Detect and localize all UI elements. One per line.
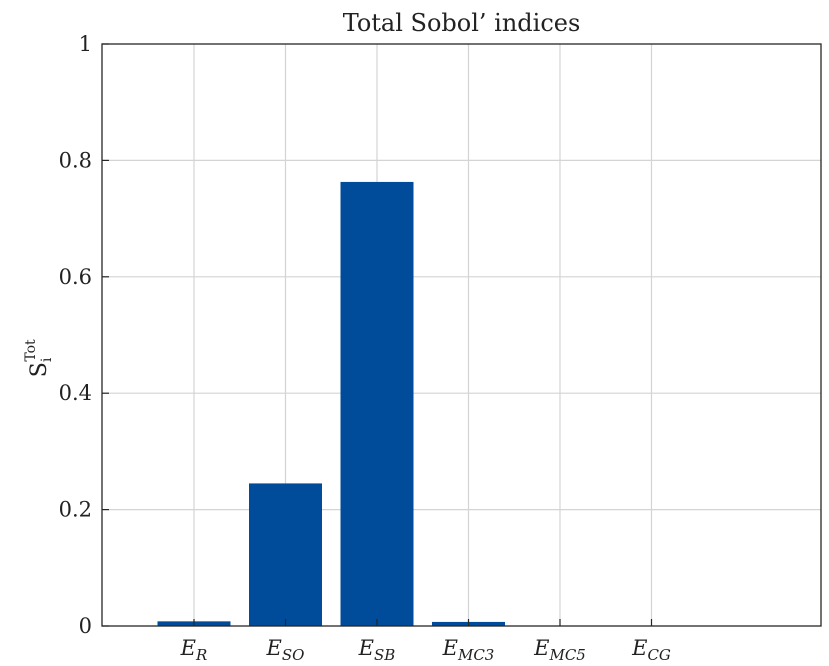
y-tick-label: 0.4: [59, 381, 92, 405]
bars-layer: [157, 181, 505, 626]
x-tick-label: EMC3: [442, 636, 495, 664]
plot-area-frame: [101, 43, 822, 627]
y-axis-label-superscript: Tot: [23, 339, 39, 362]
bar-E-SO: [249, 483, 322, 626]
x-tick-label: ESO: [266, 636, 305, 664]
y-tick-label: 0.8: [59, 148, 92, 172]
x-axis-category-labels: ER ESO ESB EMC3 EMC5 ECG: [180, 636, 671, 664]
y-axis-label-subscript: i: [39, 357, 55, 362]
chart-title: Total Sobol’ indices: [343, 9, 581, 37]
y-axis-ticks: 0 0.2 0.4 0.6 0.8 1: [59, 32, 653, 638]
y-tick-label: 0.2: [59, 498, 92, 522]
y-tick-label: 0.6: [59, 265, 92, 289]
x-tick-label: EMC5: [533, 636, 586, 664]
y-axis-label: SiTot: [23, 339, 55, 377]
y-tick-label: 0: [79, 614, 92, 638]
x-tick-label: ER: [180, 636, 208, 664]
svg-text:SiTot: SiTot: [23, 339, 55, 377]
y-axis-label-base: S: [27, 362, 52, 377]
x-tick-label: ECG: [631, 636, 671, 664]
grid-layer: [102, 44, 821, 626]
bar-E-SB: [340, 181, 414, 626]
y-tick-label: 1: [79, 32, 92, 56]
x-tick-label: ESB: [358, 636, 396, 664]
